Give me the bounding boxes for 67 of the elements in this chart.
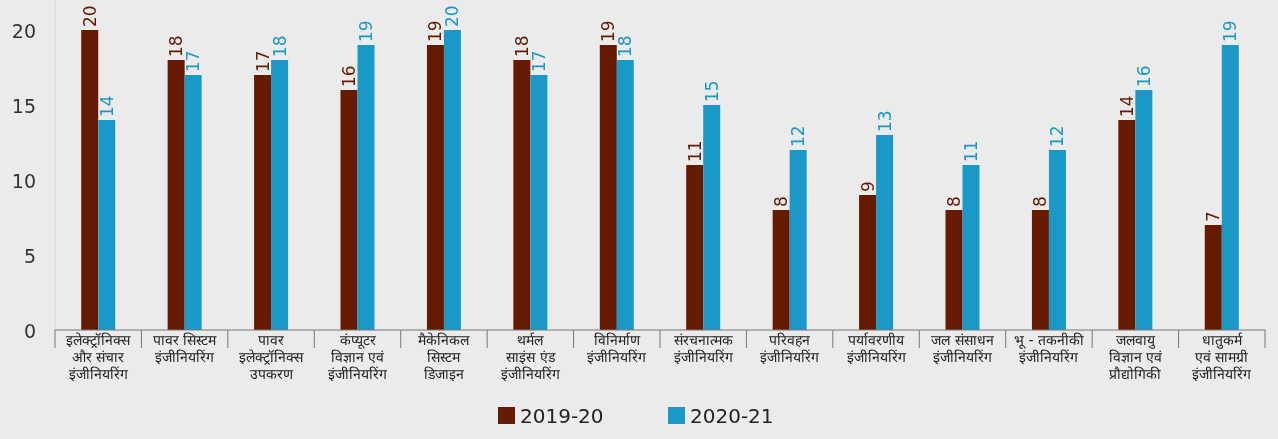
bar — [876, 135, 894, 330]
bar — [703, 105, 721, 330]
y-tick-label: 20 — [11, 19, 36, 42]
data-label: 12 — [1047, 125, 1068, 147]
bar — [789, 150, 807, 330]
data-label: 14 — [1116, 95, 1137, 117]
x-tick-label: विनिर्माण इंजीनियरिंग — [587, 332, 648, 365]
data-label: 12 — [788, 125, 809, 147]
bar — [254, 75, 272, 330]
x-tick-label: जलवायु विज्ञान एवं प्रौद्योगिकी — [1108, 332, 1163, 382]
bar — [1221, 45, 1239, 330]
y-tick-label: 0 — [23, 319, 36, 342]
x-tick-label: संरचनात्मक इंजीनियरिंग — [673, 332, 734, 365]
data-label: 7 — [1203, 211, 1224, 222]
bar — [426, 45, 444, 330]
bar — [1204, 225, 1222, 330]
bar — [530, 75, 548, 330]
data-label: 19 — [1220, 20, 1241, 42]
data-label: 16 — [1133, 65, 1154, 87]
data-label: 19 — [356, 20, 376, 42]
data-label: 11 — [961, 140, 981, 162]
data-label: 11 — [684, 140, 705, 162]
bar — [599, 45, 617, 330]
bar — [1135, 90, 1153, 330]
x-tick-label: कंप्यूटर विज्ञान एवं इंजीनियरिंग — [328, 332, 388, 382]
bar — [443, 30, 461, 330]
x-tick-label: पर्यावरणीय इंजीनियरिंग — [846, 332, 907, 365]
data-label: 13 — [874, 110, 895, 132]
legend-label: 2019-20 — [520, 404, 604, 428]
x-tick-label: परिवहन इंजीनियरिंग — [760, 332, 821, 365]
x-tick-label: जल संसाधन इंजीनियरिंग — [931, 332, 994, 365]
bar — [81, 30, 99, 330]
bar — [340, 90, 358, 330]
x-tick-label: पावर सिस्टम इंजीनियरिंग — [152, 332, 218, 365]
y-tick-label: 10 — [11, 169, 36, 192]
x-tick-label: इलेक्ट्रॉनिक्स और संचार इंजीनियरिंग — [66, 332, 132, 382]
data-label: 8 — [771, 196, 792, 207]
bar — [686, 165, 704, 330]
bar — [1031, 210, 1049, 330]
x-tick-label: पावर इलेक्ट्रॉनिक्स उपकरण — [239, 332, 305, 382]
bar — [1048, 150, 1066, 330]
x-tick-label: भू - तकनीकी इंजीनियरिंग — [1013, 332, 1084, 365]
legend-label: 2020-21 — [690, 404, 774, 428]
bar — [184, 75, 202, 330]
x-tick-label: मैकेनिकल सिस्टम डिजाइन — [418, 332, 471, 382]
data-label: 16 — [339, 65, 359, 87]
bar — [962, 165, 980, 330]
bar — [945, 210, 963, 330]
x-tick-label: थर्मल साइंस एंड इंजीनियरिंग — [500, 332, 561, 382]
bar — [513, 60, 531, 330]
y-tick-label: 15 — [11, 94, 36, 117]
bar — [616, 60, 634, 330]
data-label: 8 — [944, 196, 964, 207]
x-tick-label: धातुकर्म एवं सामग्री इंजीनियरिंग — [1192, 332, 1253, 382]
y-tick-label: 5 — [23, 244, 36, 267]
data-label: 20 — [79, 5, 100, 27]
bar — [167, 60, 185, 330]
bar — [859, 195, 877, 330]
bar — [98, 120, 116, 330]
bar — [772, 210, 790, 330]
data-label: 15 — [701, 80, 722, 102]
bar — [357, 45, 375, 330]
data-label: 9 — [857, 181, 878, 192]
bar — [1118, 120, 1136, 330]
bar — [271, 60, 289, 330]
data-label: 14 — [96, 95, 117, 117]
data-label: 8 — [1030, 196, 1051, 207]
